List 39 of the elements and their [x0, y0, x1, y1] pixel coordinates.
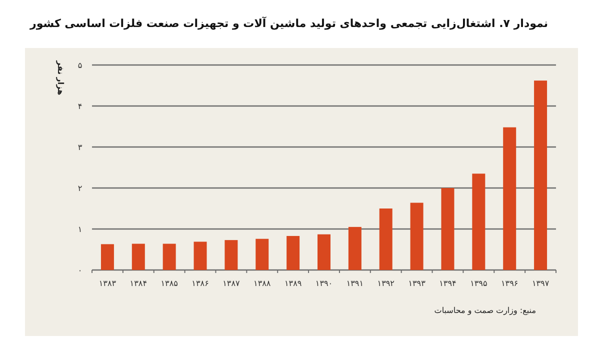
x-tick-label: ۱۳۸۳: [98, 279, 117, 288]
y-tick-label: ۵: [78, 61, 82, 70]
x-tick-label: ۱۳۹۲: [377, 279, 394, 288]
bar: [410, 202, 424, 270]
x-tick-label: ۱۳۹۱: [346, 279, 364, 288]
bar: [162, 244, 176, 270]
bar: [132, 244, 145, 270]
x-tick-label: ۱۳۸۵: [160, 279, 178, 288]
x-tick-label: ۱۳۹۴: [439, 279, 456, 288]
bar: [379, 208, 392, 270]
x-tick-label: ۱۳۹۰: [315, 279, 333, 288]
y-tick-label: ۰: [78, 266, 82, 275]
x-tick-label: ۱۳۸۷: [222, 279, 240, 288]
bar: [348, 226, 362, 270]
bar: [256, 238, 269, 270]
bar: [503, 127, 516, 270]
y-tick-label: ۴: [78, 102, 82, 111]
bar: [441, 188, 454, 270]
y-axis-title: هزار نفر: [56, 60, 65, 96]
chart-title: نمودار ۷. اشتغال‌زایی تجمعی واحدهای تولید ماشین آلات و تجهیزات صنعت فلزات اساسی کشور: [29, 16, 548, 30]
x-tick-label: ۱۳۸۴: [130, 279, 147, 288]
x-tick-label: ۱۳۹۶: [501, 279, 518, 288]
text: منبع: وزارت صمت و محاسبات: [434, 306, 536, 315]
x-tick-label: ۱۳۸۸: [254, 279, 272, 288]
x-tick-label: ۱۳۹۳: [408, 279, 426, 288]
bar: [318, 234, 330, 270]
y-tick-label: ۲: [78, 184, 82, 193]
bar: [100, 244, 114, 270]
bar: [194, 242, 207, 270]
y-tick-label: ۱: [78, 225, 82, 234]
x-tick-label: ۱۳۹۵: [470, 279, 488, 288]
x-tick-label: ۱۳۹۷: [532, 279, 550, 288]
bar: [472, 174, 486, 270]
x-tick-label: ۱۳۸۶: [192, 279, 209, 288]
bar: [224, 240, 238, 270]
y-tick-label: ۳: [78, 143, 83, 152]
bar: [534, 80, 548, 270]
bar: [286, 236, 300, 270]
x-tick-label: ۱۳۸۹: [284, 279, 302, 288]
